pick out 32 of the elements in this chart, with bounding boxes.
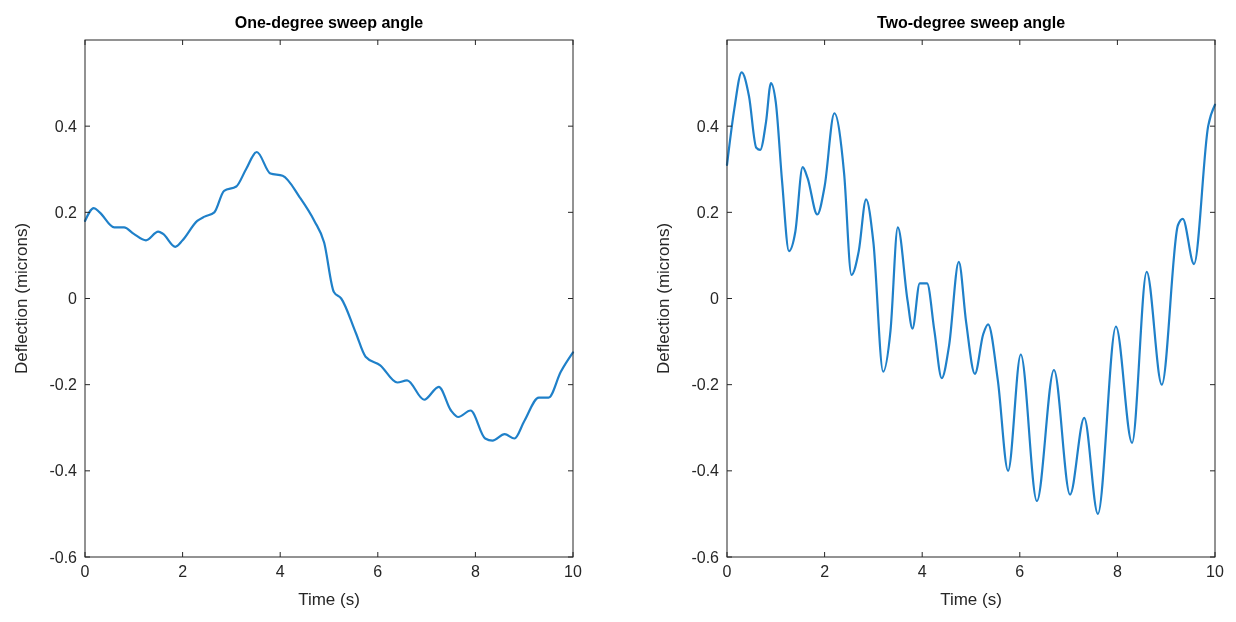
x-tick-label: 0 bbox=[722, 563, 732, 580]
x-tick-label: 8 bbox=[1112, 563, 1122, 580]
y-tick-label: -0.6 bbox=[691, 548, 720, 566]
y-tick-label: 0.4 bbox=[696, 117, 720, 135]
x-axis-title: Time (s) bbox=[940, 590, 1002, 609]
line-series bbox=[83, 150, 575, 442]
line-series bbox=[725, 71, 1217, 516]
y-axis-title: Deflection (microns) bbox=[12, 222, 31, 375]
x-tick-label: 6 bbox=[1015, 563, 1025, 580]
x-tick-label: 2 bbox=[178, 563, 188, 580]
y-tick-label: 0.2 bbox=[696, 203, 720, 221]
x-tick-label: 0 bbox=[80, 563, 90, 580]
y-tick-label: -0.4 bbox=[49, 462, 78, 480]
x-tick-label: 8 bbox=[470, 563, 480, 580]
y-tick-label: 0 bbox=[68, 290, 78, 308]
x-tick-label: 6 bbox=[373, 563, 383, 580]
y-tick-label: 0.2 bbox=[54, 203, 78, 221]
y-tick-label: 0 bbox=[710, 290, 720, 308]
x-tick-label: 4 bbox=[275, 563, 285, 580]
y-tick-label: -0.2 bbox=[691, 376, 720, 394]
y-axis-title: Deflection (microns) bbox=[654, 222, 673, 375]
y-tick-label: -0.4 bbox=[691, 462, 720, 480]
chart-title: Two-degree sweep angle bbox=[876, 14, 1066, 31]
x-tick-label: 2 bbox=[820, 563, 830, 580]
x-tick-label: 10 bbox=[1206, 563, 1224, 580]
x-tick-label: 4 bbox=[917, 563, 927, 580]
y-tick-label: -0.6 bbox=[49, 548, 78, 566]
x-tick-label: 10 bbox=[564, 563, 582, 580]
y-tick-label: 0.4 bbox=[54, 117, 78, 135]
x-axis-title: Time (s) bbox=[298, 590, 360, 609]
y-tick-label: -0.2 bbox=[49, 376, 78, 394]
chart-title: One-degree sweep angle bbox=[234, 14, 424, 31]
